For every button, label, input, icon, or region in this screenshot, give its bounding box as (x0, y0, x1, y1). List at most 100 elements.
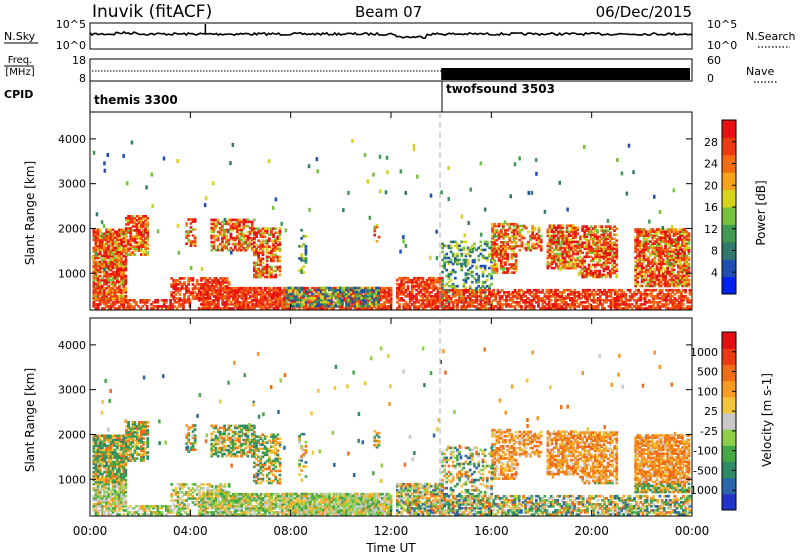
data-cell (651, 284, 655, 288)
data-cell (96, 268, 100, 272)
data-cell (604, 227, 608, 230)
data-cell (264, 293, 267, 296)
data-cell (268, 227, 271, 230)
data-cell (504, 247, 507, 250)
data-cell (665, 303, 668, 306)
data-cell (677, 303, 681, 306)
data-cell (319, 300, 323, 304)
data-cell (268, 251, 271, 255)
data-cell (105, 303, 108, 306)
data-cell (317, 286, 320, 290)
data-cell (379, 288, 382, 292)
data-cell (613, 225, 616, 228)
data-cell (255, 253, 258, 257)
data-cell (485, 244, 489, 248)
data-cell (400, 299, 403, 302)
data-cell (330, 303, 333, 306)
data-cell (620, 295, 623, 298)
data-cell (506, 228, 509, 232)
data-cell (460, 248, 464, 252)
data-cell (488, 291, 491, 294)
data-cell (98, 242, 102, 246)
data-cell (569, 303, 572, 306)
data-cell (667, 288, 670, 292)
data-cell (264, 295, 267, 298)
data-cell (624, 303, 628, 306)
data-cell (98, 256, 102, 260)
data-cell (265, 267, 269, 271)
data-cell (285, 307, 288, 310)
data-cell (383, 295, 386, 298)
data-cell (657, 260, 661, 264)
data-cell (671, 307, 675, 310)
data-cell (561, 232, 565, 236)
data-cell (261, 265, 265, 269)
data-cell (675, 307, 679, 310)
data-cell (234, 293, 237, 296)
data-cell (111, 236, 115, 240)
data-cell (682, 307, 685, 310)
data-cell (270, 253, 273, 257)
data-cell (491, 251, 494, 254)
data-cell (242, 242, 246, 246)
data-cell (109, 248, 113, 252)
data-cell (443, 244, 446, 248)
data-cell (172, 283, 176, 286)
data-cell (257, 251, 260, 255)
data-cell (594, 299, 598, 302)
data-cell (567, 305, 570, 308)
data-cell (572, 234, 575, 238)
data-cell (285, 298, 289, 302)
data-cell (600, 273, 604, 277)
data-cell (657, 282, 661, 286)
data-cell (208, 303, 212, 306)
data-cell (653, 250, 657, 253)
data-cell (321, 292, 325, 296)
data-cell (259, 299, 263, 302)
data-cell (491, 226, 494, 230)
data-cell (449, 250, 453, 254)
data-cell (294, 298, 297, 302)
data-cell (406, 278, 410, 282)
data-cell (447, 244, 451, 248)
data-cell (502, 267, 505, 270)
data-cell (208, 281, 212, 284)
data-cell (636, 262, 640, 266)
data-cell (204, 281, 208, 284)
cpid-label: CPID (4, 88, 33, 101)
data-cell (323, 288, 327, 292)
data-cell (107, 244, 111, 248)
data-cell (105, 246, 108, 250)
data-cell (648, 299, 651, 302)
data-cell (559, 230, 562, 234)
data-cell (122, 250, 126, 254)
data-cell (359, 293, 363, 296)
data-cell (182, 303, 185, 306)
data-cell (579, 297, 583, 300)
data-cell (548, 262, 552, 266)
data-cell (193, 236, 197, 239)
data-cell (242, 232, 246, 236)
data-cell (317, 295, 320, 298)
data-cell (441, 293, 444, 296)
data-cell (261, 231, 265, 234)
data-cell (261, 299, 265, 302)
data-cell (546, 242, 550, 246)
data-cell (464, 288, 468, 292)
data-cell (133, 239, 137, 242)
data-cell (379, 293, 382, 296)
data-cell (458, 297, 461, 300)
data-cell (120, 262, 123, 266)
data-cell (193, 297, 197, 300)
data-cell (533, 226, 537, 230)
data-cell (232, 297, 235, 300)
data-cell (464, 291, 468, 294)
data-cell (229, 232, 233, 236)
data-cell (567, 224, 571, 227)
data-cell (622, 293, 626, 296)
data-cell (383, 303, 386, 306)
data-cell (242, 234, 246, 238)
data-cell (96, 293, 100, 296)
data-cell (548, 244, 552, 248)
data-cell (306, 301, 310, 304)
